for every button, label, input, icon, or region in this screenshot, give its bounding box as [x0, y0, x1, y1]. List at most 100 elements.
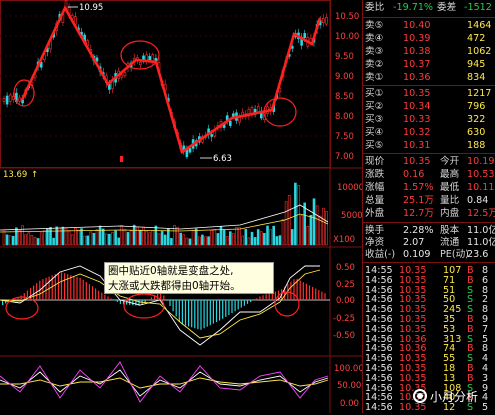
volume-bar [226, 237, 228, 245]
buy-level-label: 买② [365, 102, 383, 112]
macd-bar [262, 295, 263, 300]
macd-bar [312, 287, 313, 300]
svg-text:8.00: 8.00 [335, 112, 354, 122]
sell-level-volume: 1062 [467, 47, 491, 57]
annotation-line-1: 圈中贴近0轴就是变盘之处, [108, 264, 270, 279]
volume-bar [40, 233, 42, 245]
buy-level-price: 10.35 [403, 89, 430, 99]
svg-text:0.00: 0.00 [336, 296, 355, 306]
macd-bar [92, 286, 93, 300]
volume-bar [177, 227, 179, 245]
high-price-label: 10.95 [79, 3, 103, 13]
volume-bar [325, 212, 327, 245]
low-price-label: 6.63 [213, 154, 232, 164]
fundamental-value: 2.07 [403, 238, 424, 248]
macd-bar [117, 300, 118, 302]
volume-bar [152, 231, 154, 245]
macd-bar [219, 300, 220, 321]
volume-bar [170, 238, 172, 245]
volume-bar [139, 230, 141, 245]
fundamental-label: 股本 [440, 226, 459, 236]
watermark: 小月分析 [413, 386, 478, 406]
volume-bar [279, 236, 281, 245]
stat-label: 现价 [365, 157, 384, 167]
volume-bar [310, 215, 312, 245]
volume-bar [192, 230, 194, 245]
volume-bar [90, 232, 92, 245]
fundamental-label: 净资 [365, 238, 384, 248]
sell-level-label: 卖⑤ [365, 21, 383, 31]
buy-level-price: 10.34 [403, 102, 430, 112]
buy-level-price: 10.32 [403, 128, 430, 138]
tick-direction: B [467, 374, 474, 384]
price-axis: 10.50 10.00 9.50 9.00 8.50 8.00 7.50 7.0… [335, 12, 359, 162]
buy-level-price: 10.31 [403, 141, 430, 151]
macd-bar [80, 278, 81, 300]
volume-bar [9, 236, 11, 245]
macd-bar [213, 300, 214, 324]
stat-label: 今开 [440, 157, 459, 167]
macd-bar [303, 282, 304, 300]
volume-bar [130, 231, 132, 245]
tick-volume: 71 [443, 276, 455, 286]
macd-bar [194, 300, 195, 328]
volume-bar [205, 237, 207, 245]
fundamental-value: 11.0亿 [467, 238, 495, 248]
candle-body [322, 18, 324, 22]
chart-panel[interactable]: 10.95 6.63 10.50 10.00 9.50 9.00 8.50 8.… [0, 0, 362, 413]
chart-canvas[interactable]: 10.95 6.63 10.50 10.00 9.50 9.00 8.50 8.… [0, 0, 362, 413]
candle-body [229, 121, 231, 125]
sell-level-label: 卖③ [365, 47, 383, 57]
macd-bar [191, 300, 192, 327]
sell-level-volume: 945 [467, 60, 485, 70]
volume-bar [149, 233, 151, 245]
macd-bar [247, 300, 248, 304]
sell-level-volume: 1464 [467, 21, 491, 31]
macd-bar [321, 292, 322, 300]
volume-bar [214, 229, 216, 245]
macd-bar [67, 274, 68, 300]
macd-bar [42, 279, 43, 300]
volume-bar [71, 235, 73, 245]
volume-arrow-icon: ↑ [31, 170, 38, 180]
event-marker [120, 156, 123, 162]
stat-value: 0.84 [467, 196, 488, 206]
macd-bar [318, 290, 319, 300]
tick-time: 14:56 [365, 276, 393, 286]
fundamental-label: 换手 [365, 226, 384, 236]
fundamental-label: PE(动) [440, 250, 469, 260]
volume-bar [127, 232, 129, 245]
macd-bar [14, 299, 15, 300]
volume-bar [254, 237, 256, 245]
volume-bar [198, 237, 200, 245]
volume-bar [229, 232, 231, 245]
stat-label: 最高 [440, 170, 459, 180]
fundamental-value: 0.109 [403, 250, 430, 260]
volume-bar [112, 233, 114, 245]
volume-bar [273, 226, 275, 245]
volume-bar [115, 231, 117, 245]
stat-label: 总量 [365, 196, 384, 206]
macd-bar [228, 300, 229, 315]
macd-bar [179, 300, 180, 322]
macd-bar [107, 296, 108, 300]
volume-bar [53, 238, 55, 245]
stat-value: 12.5万 [467, 209, 495, 219]
trend-zigzag-line [22, 8, 320, 152]
separator [363, 262, 495, 263]
volume-bar [6, 235, 8, 245]
volume-bar [102, 229, 104, 245]
volume-bar [217, 233, 219, 245]
svg-text:0.50: 0.50 [336, 263, 355, 273]
macd-bar [185, 300, 186, 325]
candle-body [96, 58, 98, 61]
volume-bar [236, 227, 238, 245]
volume-bar [105, 234, 107, 245]
volume-bar [208, 237, 210, 245]
volume-bar [294, 183, 296, 245]
